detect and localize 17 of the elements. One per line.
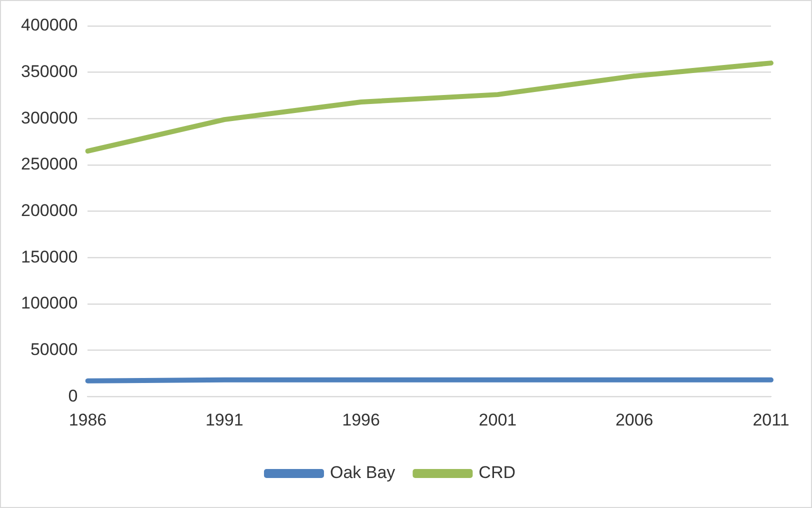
y-tick-label: 400000	[20, 16, 78, 35]
x-tick-label: 1996	[342, 410, 380, 430]
y-tick-label: 50000	[30, 340, 78, 359]
y-tick-label: 150000	[20, 247, 78, 266]
y-tick-label: 250000	[20, 154, 78, 174]
legend-label: CRD	[478, 463, 516, 482]
x-tick-label: 1991	[205, 410, 244, 430]
legend-label: Oak Bay	[330, 463, 396, 482]
y-tick-label: 200000	[20, 200, 78, 220]
x-tick-label: 2001	[478, 410, 517, 430]
x-tick-label: 1986	[68, 410, 107, 430]
x-tick-label: 2006	[615, 410, 654, 430]
y-tick-label: 0	[68, 386, 78, 406]
y-tick-label: 300000	[20, 108, 78, 128]
y-tick-label: 100000	[20, 294, 78, 313]
x-tick-label: 2011	[752, 410, 790, 430]
y-tick-label: 350000	[20, 62, 78, 82]
